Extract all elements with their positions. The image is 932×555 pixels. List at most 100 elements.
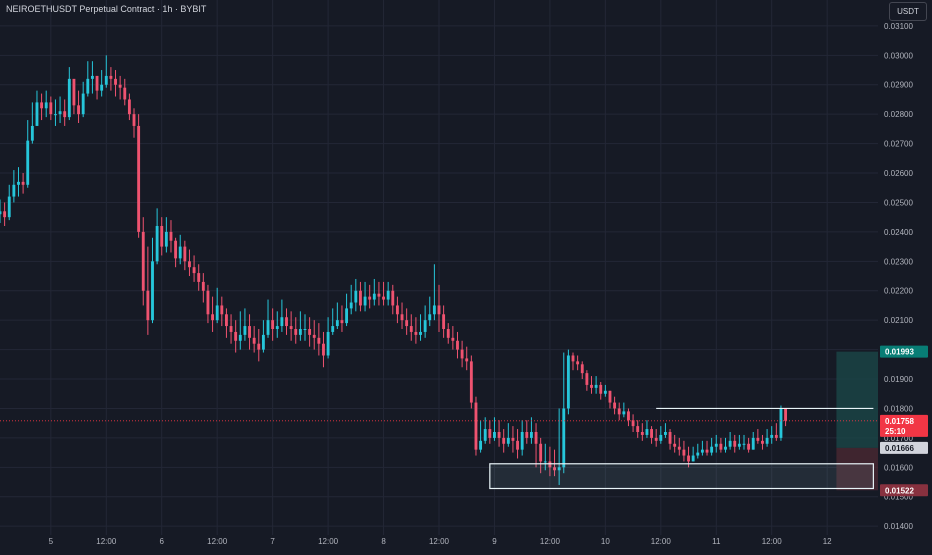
candle-body	[331, 326, 335, 332]
candle-body	[784, 408, 788, 421]
x-tick-label: 12:00	[96, 537, 117, 546]
x-tick-label: 12:00	[540, 537, 561, 546]
candle-body	[266, 320, 270, 335]
target-price-tag-bg	[880, 345, 928, 358]
candle-body	[90, 75, 94, 79]
candle-body	[141, 231, 145, 291]
candle-body	[335, 320, 339, 327]
candle-body	[724, 446, 727, 450]
candle-body	[127, 99, 131, 115]
price-axis-bg	[878, 0, 932, 550]
candle-body	[765, 437, 769, 444]
candle-body	[104, 75, 108, 85]
y-tick-label: 0.01800	[884, 404, 913, 413]
candle-body	[774, 434, 778, 438]
price-axis[interactable]: 0.03100 0.03000 0.02900 0.02800 0.02700 0.026…	[878, 0, 932, 550]
y-tick-label: 0.01700	[884, 434, 913, 443]
candle-body	[234, 331, 238, 341]
stop-price-tag-value: 0.01522	[885, 486, 914, 495]
candle-body	[354, 290, 358, 303]
candle-body	[654, 437, 658, 441]
candle-body	[178, 246, 182, 259]
x-tick-label: 12:00	[429, 537, 450, 546]
candle-body	[511, 437, 515, 441]
y-tick-label: 0.02200	[884, 287, 913, 296]
candle-body	[599, 384, 603, 394]
loss-zone	[836, 447, 878, 491]
candle-body	[465, 358, 469, 362]
candles	[0, 55, 788, 485]
candle-body	[437, 305, 441, 315]
candle-body	[520, 432, 524, 450]
y-tick-label: 0.02300	[884, 257, 913, 266]
candle-body	[673, 443, 677, 447]
candle-body	[123, 87, 127, 100]
candle-body	[49, 102, 53, 115]
candle-body	[192, 267, 196, 274]
candle-body	[298, 329, 302, 335]
candle-body	[557, 467, 561, 471]
position-zones	[836, 351, 878, 491]
candle-body	[377, 293, 381, 297]
candle-body	[728, 440, 732, 447]
candle-body	[395, 305, 399, 315]
candle-body	[312, 334, 316, 338]
current-price-tag-countdown: 25:10	[885, 427, 906, 436]
candle-body	[751, 437, 755, 450]
candle-body	[252, 337, 256, 344]
current-price-tag-bg	[880, 414, 928, 437]
candle-body	[451, 337, 455, 341]
candle-body	[169, 231, 173, 241]
candle-body	[668, 432, 672, 444]
candle-body	[21, 181, 25, 185]
candle-body	[419, 331, 422, 335]
candle-body	[345, 308, 349, 324]
candle-body	[617, 408, 621, 415]
candle-body	[659, 434, 663, 441]
candle-body	[215, 305, 219, 321]
candle-body	[506, 437, 510, 444]
candle-body	[705, 449, 709, 453]
candle-body	[566, 355, 570, 409]
candle-body	[54, 114, 57, 116]
candle-body	[261, 334, 265, 350]
drawing-overlays[interactable]	[0, 407, 878, 490]
candle-body	[368, 296, 372, 300]
candle-body	[58, 111, 62, 115]
candle-body	[627, 411, 630, 421]
candle-body	[405, 320, 409, 327]
candle-body	[0, 211, 2, 215]
candle-body	[483, 429, 487, 441]
time-axis[interactable]: 5 12:00 6 12:00 7 12:00 8 12:00 9 12:00 10 12:00 11 1…	[49, 537, 833, 546]
candle-body	[710, 446, 714, 453]
candle-body	[636, 426, 640, 432]
x-tick-label: 5	[49, 537, 54, 546]
support-zone-box[interactable]	[489, 463, 874, 490]
candle-body	[243, 326, 247, 335]
candle-body	[114, 78, 117, 85]
candle-body	[650, 429, 654, 438]
candle-body	[12, 184, 16, 197]
candle-body	[493, 432, 496, 438]
currency-button[interactable]: USDT	[889, 2, 927, 21]
candle-body	[317, 337, 321, 344]
candle-body	[488, 429, 492, 438]
candle-body	[691, 455, 695, 462]
y-tick-label: 0.02600	[884, 169, 913, 178]
x-tick-label: 10	[601, 537, 610, 546]
candle-body	[640, 432, 644, 435]
candle-body	[3, 211, 7, 218]
target-price-tag-value: 0.01993	[885, 348, 914, 357]
candle-body	[201, 281, 205, 291]
y-tick-label: 0.01900	[884, 375, 913, 384]
candle-body	[687, 455, 690, 462]
candle-body	[44, 102, 48, 109]
candle-body	[81, 93, 85, 115]
y-tick-label: 0.02400	[884, 228, 913, 237]
y-tick-label: 0.02100	[884, 316, 913, 325]
x-tick-label: 12:00	[762, 537, 783, 546]
candle-body	[603, 390, 607, 394]
